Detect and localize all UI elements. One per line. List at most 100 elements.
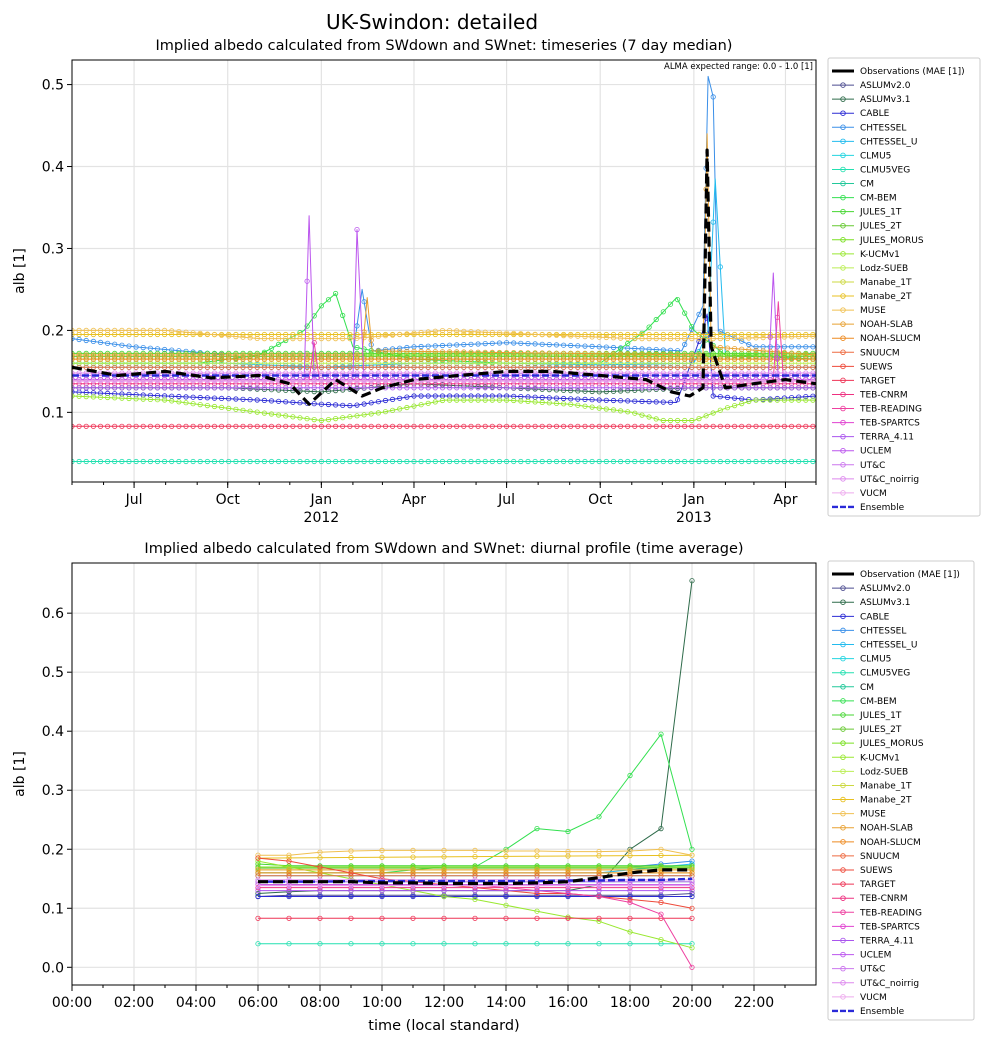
ts-legend-marker-jules-1t	[840, 208, 846, 215]
diurnal-marker-cable	[348, 893, 354, 900]
diurnal-x-tick-label: 18:00	[610, 995, 650, 1011]
ts-marker-terra-4-11	[454, 385, 460, 391]
ts-marker-jules-1t	[169, 350, 175, 356]
ts-marker-aslumv3-1	[653, 386, 659, 392]
diurnal-marker-jules-morus	[565, 864, 571, 870]
ts-marker-manabe-2t	[760, 331, 766, 338]
ts-marker-noah-slab	[503, 349, 510, 356]
ts-marker-target	[525, 423, 531, 429]
ts-marker-clmu5veg	[304, 458, 310, 465]
diurnal-marker-clmu5veg	[503, 941, 509, 947]
ts-marker-noah-slab	[646, 351, 652, 357]
ts-marker-vucm	[169, 378, 175, 384]
ts-marker-muse	[625, 335, 631, 341]
ts-marker-muse	[682, 335, 688, 342]
ts-marker-chtessel	[610, 344, 617, 351]
figure-title: UK-Swindon: detailed	[326, 10, 538, 34]
ts-marker-noah-slucm	[368, 356, 374, 362]
ts-marker-clmu5veg	[496, 458, 503, 465]
diurnal-marker-muse	[503, 848, 509, 854]
ts-marker-chtessel	[546, 341, 552, 348]
ts-marker-cable	[254, 397, 260, 403]
ts-marker-terra-4-11	[653, 385, 659, 391]
ts-marker-cable	[368, 400, 374, 406]
diurnal-marker-jules-morus	[255, 864, 261, 870]
ts-marker-jules-1t	[190, 350, 196, 356]
ts-marker-noah-slucm	[261, 356, 267, 362]
diurnal-marker-jules-morus	[472, 864, 478, 870]
ts-marker-terra-4-11	[275, 385, 282, 391]
ts-legend-label-ensemble: Ensemble	[860, 503, 905, 513]
ts-marker-noah-slucm	[568, 356, 574, 362]
ts-marker-terra-4-11	[147, 385, 153, 391]
diurnal-legend-label-target: TARGET	[859, 880, 896, 890]
diurnal-marker-target	[627, 915, 633, 921]
ts-legend-label-observations-mae-1: Observations (MAE [1])	[860, 67, 965, 77]
ts-marker-k-ucmv1	[126, 395, 132, 402]
ts-marker-terra-4-11	[176, 385, 182, 391]
ts-marker-ut-c-noirrig	[76, 370, 82, 376]
diurnal-chart-title: Implied albedo calculated from SWdown an…	[144, 541, 743, 557]
ts-marker-target	[475, 423, 481, 429]
ts-marker-jules-1t	[368, 350, 374, 356]
ts-marker-jules-1t	[162, 350, 168, 356]
diurnal-y-tick-label: 0.4	[42, 724, 64, 740]
ts-marker-target	[325, 423, 332, 429]
diurnal-legend-label-ensemble: Ensemble	[860, 1007, 905, 1017]
ts-marker-noah-slucm	[347, 356, 353, 362]
diurnal-x-tick-label: 04:00	[176, 995, 216, 1011]
ts-marker-target	[503, 423, 510, 429]
ts-marker-muse	[261, 335, 267, 342]
ts-y-tick-label: 0.2	[42, 323, 64, 339]
ts-marker-aslumv3-1	[261, 386, 267, 392]
diurnal-legend-marker-vucm	[840, 994, 846, 1000]
ts-marker-chtessel	[696, 311, 702, 317]
ts-marker-aslumv3-1	[304, 388, 310, 394]
ts-marker-chtessel	[575, 343, 581, 349]
ts-marker-clmu5veg	[261, 458, 267, 465]
ts-marker-muse	[603, 334, 609, 341]
ts-marker-clmu5veg	[375, 458, 381, 465]
ts-x-tick-label: Apr	[773, 492, 797, 508]
ts-marker-k-ucmv1	[496, 397, 503, 403]
ts-marker-aslumv3-1	[539, 386, 545, 392]
ts-marker-noah-slucm	[382, 356, 389, 362]
ts-marker-ut-c-noirrig	[617, 370, 624, 376]
ts-marker-vucm	[710, 378, 716, 384]
ts-marker-noah-slucm	[475, 356, 481, 362]
ts-marker-target	[375, 423, 381, 429]
ts-marker-muse	[788, 334, 795, 340]
ts-marker-muse	[183, 329, 189, 335]
diurnal-chart: Implied albedo calculated from SWdown an…	[12, 541, 975, 1034]
ts-chart-title: Implied albedo calculated from SWdown an…	[156, 38, 733, 54]
ts-marker-vucm	[653, 378, 659, 384]
ts-marker-snuucm	[240, 364, 246, 370]
ts-marker-cable	[233, 396, 239, 402]
ts-legend-label-vucm: VUCM	[860, 489, 887, 499]
diurnal-x-tick-label: 12:00	[424, 995, 464, 1011]
ts-x-tick-label: Jan	[682, 492, 705, 508]
ts-marker-muse	[226, 333, 232, 339]
ts-marker-target	[461, 423, 467, 429]
ts-marker-noah-slucm	[518, 356, 524, 362]
ts-legend-marker-ut-c-noirrig	[840, 476, 846, 482]
ts-marker-clmu5veg	[112, 458, 118, 465]
ts-marker-clmu5veg	[475, 458, 481, 465]
diurnal-marker-cable	[627, 893, 633, 900]
ts-marker-k-ucmv1	[518, 398, 524, 404]
ts-marker-aslumv3-1	[311, 388, 317, 395]
ts-marker-vucm	[496, 378, 503, 384]
ts-marker-muse	[240, 334, 246, 340]
ts-marker-clmu5veg	[589, 458, 595, 465]
diurnal-marker-k-ucmv1	[596, 918, 602, 924]
ts-marker-muse	[190, 330, 196, 336]
ts-legend-label-manabe-2t: Manabe_2T	[860, 292, 912, 302]
ts-legend-label-teb-cnrm: TEB-CNRM	[859, 390, 908, 400]
ts-marker-k-ucmv1	[140, 396, 146, 402]
ts-marker-uclem	[774, 355, 780, 361]
ts-marker-terra-4-11	[318, 385, 324, 391]
ts-marker-noah-slucm	[361, 356, 367, 362]
diurnal-marker-clmu5veg	[441, 941, 447, 947]
ts-marker-vucm	[105, 378, 111, 384]
ts-marker-cable	[539, 394, 545, 401]
